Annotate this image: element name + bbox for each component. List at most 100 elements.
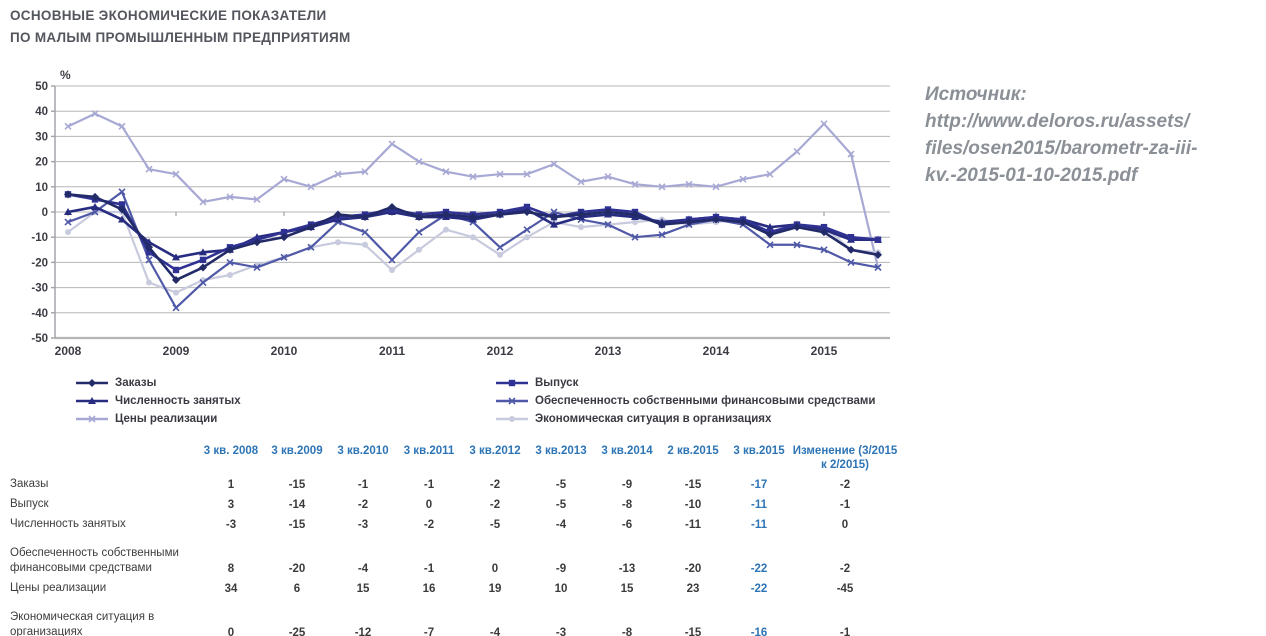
table-cell: -9 <box>555 562 567 575</box>
x-year-label: 2009 <box>163 344 190 358</box>
marker-x <box>739 175 747 183</box>
marker-circle <box>65 229 71 236</box>
table-cell: -4 <box>357 562 369 575</box>
table-cell: -2 <box>489 478 501 491</box>
marker-x <box>415 158 423 166</box>
legend-marker-icon <box>496 416 528 422</box>
source-url-line1: http://www.deloros.ru/assets/ <box>925 110 1190 132</box>
legend-marker-icon <box>496 397 528 405</box>
marker-diamond <box>793 223 801 232</box>
marker-x <box>253 263 261 272</box>
x-year-label: 2014 <box>703 344 730 358</box>
marker-x <box>388 140 396 148</box>
marker-circle <box>578 224 584 231</box>
y-axis-unit-label: % <box>60 68 71 82</box>
table-cell: 1 <box>227 478 235 491</box>
marker-triangle <box>64 208 72 215</box>
marker-circle <box>632 219 638 226</box>
marker-x <box>280 253 288 261</box>
table-cell: 3 <box>227 498 235 511</box>
marker-x <box>199 198 207 206</box>
marker-circle <box>173 289 179 296</box>
table-cell: -9 <box>621 478 633 491</box>
marker-triangle <box>766 223 774 231</box>
marker-triangle <box>91 202 99 210</box>
table-cell: -1 <box>839 626 851 636</box>
indicators-line-chart: 50 40 30 20 10 0 -10 -20 -30 -40 -50% 2008 2009 2010 2… <box>12 68 900 368</box>
marker-x <box>793 147 801 156</box>
marker-x <box>658 183 666 191</box>
marker-x <box>172 304 180 312</box>
marker-square <box>847 234 855 241</box>
table-cell: -8 <box>621 626 633 636</box>
table-cell: -2 <box>489 498 501 511</box>
table-row-label: Экономическая ситуация в организациях <box>10 610 155 636</box>
table-cell: 6 <box>293 582 301 595</box>
marker-x <box>64 218 72 226</box>
marker-x <box>577 178 585 186</box>
marker-x <box>388 256 396 264</box>
x-year-label: 2010 <box>271 344 298 358</box>
table-row-label: Обеспеченность собственными финансовыми … <box>10 546 179 575</box>
table-cell: -17 <box>750 478 768 491</box>
table-cell: -6 <box>621 518 633 531</box>
marker-triangle <box>172 253 180 261</box>
legend-marker-icon <box>76 397 108 404</box>
legend-marker-icon <box>496 379 528 387</box>
table-cell: -4 <box>489 626 501 636</box>
legend-marker-icon <box>76 379 108 387</box>
marker-x <box>172 170 180 178</box>
marker-diamond <box>361 213 369 222</box>
legend-marker-shape <box>88 397 96 404</box>
legend-item: Экономическая ситуация в организациях <box>495 412 875 426</box>
legend-item: Выпуск <box>495 376 875 390</box>
marker-diamond <box>496 210 504 219</box>
marker-x <box>307 183 315 191</box>
marker-x <box>64 122 72 130</box>
marker-triangle <box>118 215 126 223</box>
page-title: ОСНОВНЫЕ ЭКОНОМИЧЕСКИЕ ПОКАЗАТЕЛИ ПО МАЛ… <box>10 5 351 48</box>
table-col-header: 3 кв.2011 <box>403 445 455 457</box>
legend-marker-icon <box>76 415 108 423</box>
table-row-label: Цены реализации <box>10 582 107 595</box>
y-tick-label: 40 <box>35 106 48 118</box>
marker-square <box>145 249 153 256</box>
page-title-line2: ПО МАЛЫМ ПРОМЫШЛЕННЫМ ПРЕДПРИЯТИЯМ <box>10 29 351 45</box>
table-cell: -20 <box>288 562 306 575</box>
table-col-header: 3 кв.2014 <box>601 445 653 457</box>
table-cell: -1 <box>357 478 369 491</box>
marker-square <box>199 256 207 264</box>
series-line-2 <box>67 193 879 272</box>
marker-circle <box>335 239 341 246</box>
y-tick-label: -10 <box>31 232 48 244</box>
table-cell: -1 <box>839 498 851 511</box>
table-row-label: Заказы <box>10 478 49 491</box>
marker-x <box>847 258 855 266</box>
table-cell: -11 <box>751 498 767 511</box>
table-cell: -11 <box>685 518 701 531</box>
marker-diamond <box>226 245 234 254</box>
table-cell: -2 <box>423 518 435 531</box>
marker-x <box>685 180 693 188</box>
table-row-label: Численность занятых <box>10 518 126 531</box>
marker-circle <box>227 272 233 278</box>
marker-x <box>847 150 855 158</box>
table-cell: -12 <box>354 626 372 636</box>
legend-label: Заказы <box>115 377 157 389</box>
table-col-header: 3 кв.2010 <box>337 445 389 457</box>
table-cell: -13 <box>618 562 636 575</box>
marker-x <box>361 168 369 176</box>
marker-x <box>523 170 531 178</box>
marker-x <box>712 183 720 191</box>
marker-diamond <box>199 263 207 272</box>
table-cell: -15 <box>288 518 306 531</box>
table-cell: -45 <box>836 582 854 595</box>
y-tick-label: 0 <box>42 207 48 219</box>
marker-square <box>874 236 882 243</box>
marker-diamond <box>577 210 585 219</box>
marker-diamond <box>469 213 477 222</box>
marker-square <box>820 223 828 231</box>
marker-square <box>172 266 180 274</box>
legend-label: Цены реализации <box>115 413 218 425</box>
marker-diamond <box>172 276 180 285</box>
